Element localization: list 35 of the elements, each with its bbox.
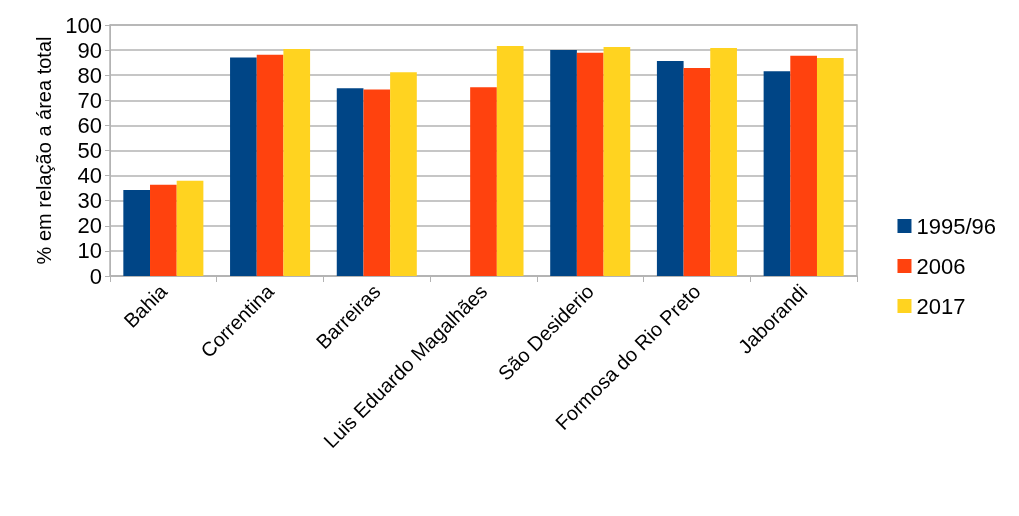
bar bbox=[790, 55, 817, 276]
bar bbox=[496, 46, 524, 276]
y-tick-label: 50 bbox=[77, 138, 102, 163]
bar bbox=[123, 189, 151, 276]
bar bbox=[363, 89, 391, 276]
bar bbox=[390, 72, 417, 276]
bar bbox=[656, 60, 684, 276]
bar bbox=[763, 71, 791, 276]
y-tick-label: 10 bbox=[77, 238, 102, 264]
y-tick-label: 80 bbox=[77, 62, 102, 88]
y-tick-label: 0 bbox=[89, 263, 102, 289]
legend-label: 1995/96 bbox=[916, 213, 997, 239]
y-tick-label: 90 bbox=[77, 37, 102, 63]
bar bbox=[683, 67, 711, 276]
y-tick-label: 40 bbox=[77, 163, 102, 189]
bar bbox=[470, 87, 497, 276]
y-tick-label: 70 bbox=[77, 87, 102, 113]
legend-label: 2017 bbox=[916, 293, 966, 319]
y-tick-label: 60 bbox=[77, 112, 102, 138]
bar bbox=[230, 57, 257, 276]
bar bbox=[256, 54, 284, 276]
y-axis-title: % em relação a área total bbox=[33, 36, 56, 265]
y-tick-label: 30 bbox=[77, 188, 102, 214]
bar bbox=[710, 48, 737, 276]
y-tick-label: 20 bbox=[77, 213, 102, 239]
bar bbox=[336, 88, 364, 276]
bar bbox=[816, 57, 844, 276]
bar bbox=[576, 52, 604, 276]
bar bbox=[176, 180, 204, 276]
legend-label: 2006 bbox=[916, 253, 966, 279]
bar bbox=[283, 49, 311, 276]
bar bbox=[150, 184, 177, 276]
bar bbox=[550, 50, 577, 276]
y-tick-label: 100 bbox=[65, 12, 102, 38]
bar bbox=[603, 47, 631, 276]
